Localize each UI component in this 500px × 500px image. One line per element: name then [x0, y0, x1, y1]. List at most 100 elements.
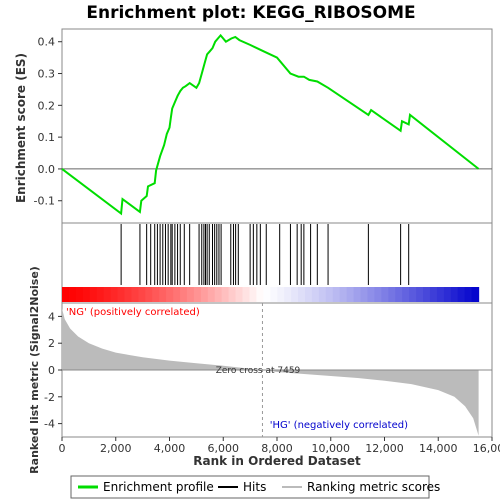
heat-segment	[145, 287, 153, 302]
heat-segment	[117, 287, 126, 302]
heat-segment	[89, 287, 98, 302]
es-y-tick-label: 0.4	[38, 36, 56, 49]
heat-segment	[68, 287, 77, 302]
heat-segment	[110, 287, 119, 302]
metric-layer	[62, 303, 492, 437]
es-y-tick-label: -0.1	[34, 195, 55, 208]
x-tick-label: 10,000	[312, 442, 351, 455]
heat-segment	[284, 287, 292, 302]
heat-segment	[457, 287, 466, 302]
es-axis-title: Enrichment score (ES)	[14, 53, 28, 203]
heat-segment	[82, 287, 91, 302]
es-y-tick-label: 0.2	[38, 99, 56, 112]
negative-correlation-label: 'HG' (negatively correlated)	[270, 420, 408, 431]
heat-segment	[249, 287, 257, 302]
heat-segment	[138, 287, 146, 302]
heat-segment	[436, 287, 445, 302]
heat-segment	[416, 287, 424, 302]
es-panel	[61, 28, 493, 224]
heat-segment	[402, 287, 410, 302]
heat-segment	[228, 287, 237, 302]
es-y-tick-label: 0.1	[38, 131, 56, 144]
heat-segment	[298, 287, 306, 302]
heat-segment	[339, 287, 348, 302]
x-axis-title: Rank in Ordered Dataset	[193, 454, 361, 468]
heat-segment	[193, 287, 202, 302]
heat-segment	[374, 287, 382, 302]
heat-segment	[200, 287, 209, 302]
metric-axis-title: Ranked list metric (Signal2Noise)	[28, 266, 41, 474]
legend-label: Hits	[243, 480, 266, 494]
heat-segment	[464, 287, 473, 302]
heat-segment	[124, 287, 133, 302]
heat-segment	[214, 287, 223, 302]
heat-segment	[186, 287, 195, 302]
positive-correlation-label: 'NG' (positively correlated)	[66, 307, 200, 318]
metric-y-tick-label: 4	[48, 310, 55, 323]
heat-segment	[152, 287, 160, 302]
heat-segment	[388, 287, 396, 302]
heat-segment	[423, 287, 431, 302]
legend-box	[70, 475, 430, 499]
heat-segment	[318, 287, 327, 302]
heat-segment	[207, 287, 216, 302]
x-tick-label: 0	[59, 442, 66, 455]
heat-segment	[159, 287, 167, 302]
metric-y-tick-label: 2	[48, 337, 55, 350]
heat-segment	[395, 287, 403, 302]
heat-segment	[96, 287, 105, 302]
heat-segment	[180, 287, 188, 302]
legend-label: Enrichment profile	[103, 480, 214, 494]
heat-segment	[277, 287, 285, 302]
heat-segment	[471, 287, 480, 302]
heat-segment	[131, 287, 139, 302]
heat-segment	[304, 287, 313, 302]
legend: Enrichment profile Hits Ranking metric sco…	[78, 480, 440, 494]
axis-layer: -0.1 0.0 0.1 0.2 0.3 0.4 -4 -2 0 2 4 0 2,000 4,000 6,0…	[34, 36, 500, 455]
heat-segment	[173, 287, 181, 302]
heat-segment	[103, 287, 112, 302]
heat-segment	[429, 287, 438, 302]
heat-segment	[270, 287, 278, 302]
es-y-tick-label: 0.0	[38, 163, 56, 176]
heat-segment	[242, 287, 251, 302]
heat-segment	[311, 287, 320, 302]
x-tick-label: 4,000	[154, 442, 186, 455]
x-tick-label: 16,000	[473, 442, 500, 455]
rank-heat-bar	[62, 287, 480, 302]
es-y-tick-label: 0.3	[38, 68, 56, 81]
heat-segment	[291, 287, 299, 302]
heat-segment	[235, 287, 244, 302]
metric-y-tick-label: -4	[44, 418, 55, 431]
heat-segment	[409, 287, 417, 302]
x-tick-label: 6,000	[208, 442, 240, 455]
metric-y-tick-label: -2	[44, 391, 55, 404]
legend-label: Ranking metric scores	[307, 480, 440, 494]
heat-segment	[360, 287, 369, 302]
enrichment-profile-line	[61, 33, 480, 216]
heat-segment	[381, 287, 389, 302]
heat-segment	[62, 287, 70, 302]
zero-cross-label: Zero cross at 7459	[216, 366, 301, 376]
heat-segment	[353, 287, 362, 302]
chart-title: Enrichment plot: KEGG_RIBOSOME	[86, 3, 415, 23]
heat-segment	[367, 287, 376, 302]
heat-segment	[256, 287, 264, 302]
x-tick-label: 8,000	[261, 442, 293, 455]
heat-segment	[166, 287, 174, 302]
x-tick-label: 14,000	[419, 442, 458, 455]
heat-segment	[325, 287, 334, 302]
x-tick-label: 12,000	[365, 442, 404, 455]
heat-segment	[263, 287, 271, 302]
metric-y-tick-label: 0	[48, 364, 55, 377]
heat-segment	[443, 287, 452, 302]
x-tick-label: 2,000	[100, 442, 132, 455]
heat-segment	[450, 287, 459, 302]
es-layer	[61, 33, 492, 216]
ranking-metric-area	[62, 308, 479, 436]
heat-segment	[346, 287, 355, 302]
heat-segment	[75, 287, 84, 302]
heat-segment	[332, 287, 341, 302]
hits-layer	[120, 224, 410, 285]
